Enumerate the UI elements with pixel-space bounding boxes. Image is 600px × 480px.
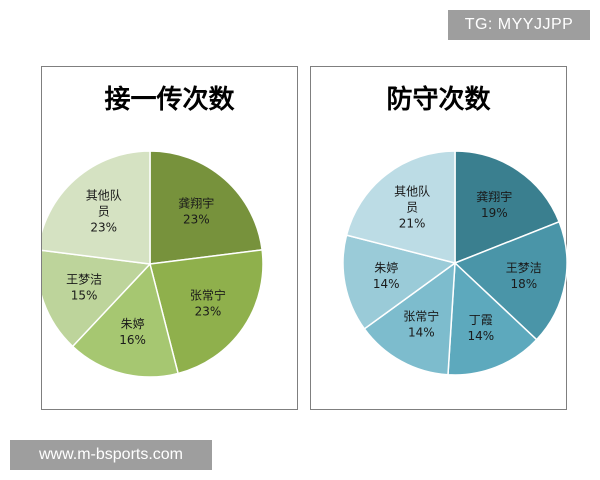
watermark-bottom: www.m-bsports.com	[10, 440, 212, 470]
chart-title: 接一传次数	[104, 85, 235, 115]
pie-slice	[363, 261, 456, 376]
pie-slice	[345, 150, 456, 264]
pie-svg-defense: 龚翔宇 19% 王梦洁 18% 丁霞 14% 张常宁 14%朱婷 14% 其他队员 21%	[342, 150, 568, 376]
watermark-top: TG: MYYJJPP	[448, 10, 590, 40]
pie-slice	[453, 220, 568, 341]
pie-slice	[447, 261, 538, 376]
slice-label: 龚翔宇 23%	[178, 196, 214, 227]
slice-label: 其他队员 23%	[86, 188, 122, 235]
pie-chart-receive: 接一传次数 龚翔宇 23% 张常宁 23% 朱婷 16% 王梦洁 15% 其他队员 23%	[41, 66, 298, 410]
slice-label: 朱婷 14%	[373, 260, 400, 291]
slice-label: 张常宁 23%	[190, 287, 226, 318]
slice-label: 丁霞 14%	[467, 313, 494, 343]
pie-slice	[149, 249, 264, 375]
pie-slice	[42, 249, 152, 348]
slice-label: 龚翔宇 19%	[476, 189, 512, 220]
pie-slice	[342, 234, 457, 330]
slice-label: 王梦洁 18%	[506, 261, 542, 291]
pie-slice	[454, 150, 561, 265]
pie-svg-receive: 龚翔宇 23% 张常宁 23% 朱婷 16% 王梦洁 15% 其他队员 23%	[42, 150, 264, 378]
slice-label: 其他队员 21%	[394, 184, 430, 231]
chart-title: 防守次数	[386, 85, 491, 115]
slice-label: 朱婷 16%	[119, 316, 146, 347]
pie-slice	[42, 150, 151, 265]
pie-chart-defense: 防守次数 龚翔宇 19% 王梦洁 18% 丁霞 14% 张常宁 14% 朱婷 14% 其他队员 21%	[310, 66, 568, 410]
slice-label: 王梦洁 15%	[66, 273, 102, 303]
pie-slice	[149, 150, 263, 265]
pie-slice	[71, 262, 180, 378]
slice-label: 张常宁 14%	[403, 308, 439, 339]
